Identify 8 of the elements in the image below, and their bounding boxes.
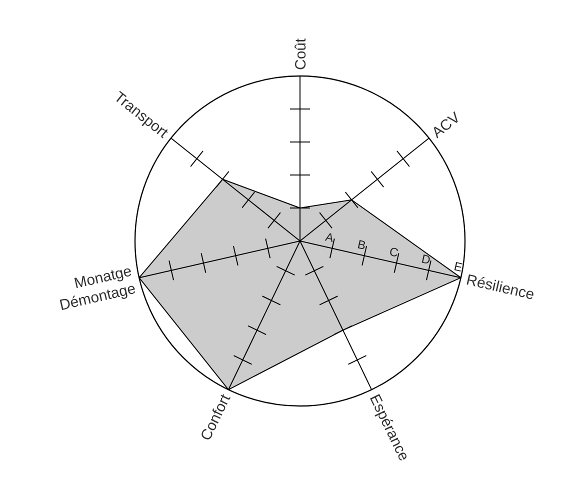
spoke-label: Coût bbox=[292, 37, 310, 70]
y-tick-label: D bbox=[420, 252, 432, 268]
spoke-label: Résilience bbox=[464, 271, 536, 304]
spoke-label: Monatge Démontage bbox=[58, 262, 138, 314]
y-tick-label: C bbox=[388, 244, 400, 260]
y-tick-label: E bbox=[452, 259, 464, 275]
y-tick-label: A bbox=[324, 230, 335, 246]
y-tick-label: B bbox=[356, 237, 368, 253]
